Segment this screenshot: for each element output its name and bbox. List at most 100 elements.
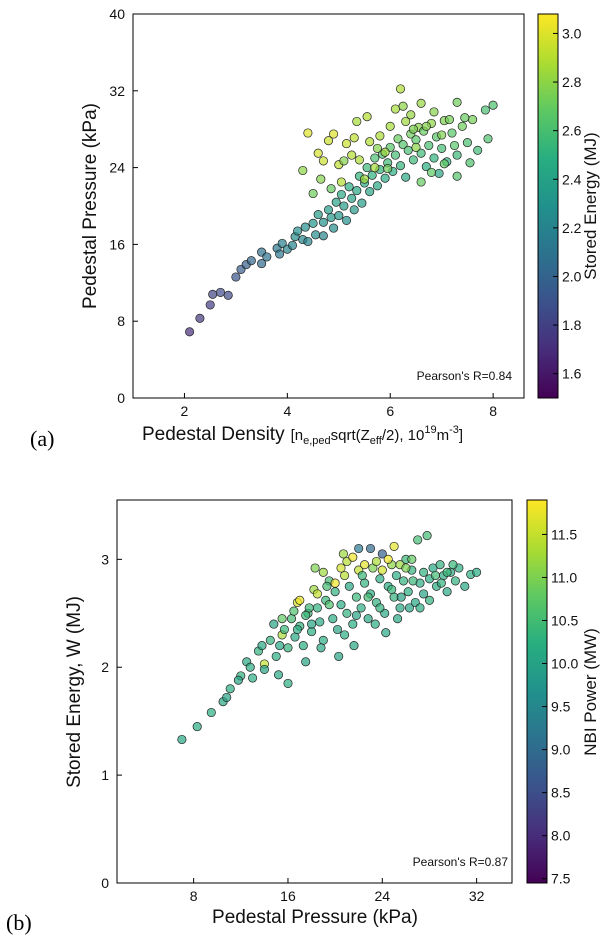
data-point [286, 614, 297, 624]
x-ticks-b: 8 16 24 32 [190, 878, 485, 904]
data-point [342, 608, 352, 618]
data-point [349, 133, 359, 143]
colorbar-a [537, 13, 559, 399]
colorbar-tick-label: 9.5 [551, 699, 571, 715]
data-point [357, 570, 367, 581]
data-point [367, 170, 377, 180]
data-point [393, 134, 403, 144]
y-ticks-b: 0 1 2 3 [101, 551, 122, 891]
data-point [326, 212, 336, 223]
x-tick-label: 4 [283, 403, 291, 419]
y-tick-label: 3 [101, 551, 109, 567]
x-axis-label-a: Pedestal Density [ne,pedsqrt(Zeff/2), 101… [142, 424, 463, 447]
x-tick-label: 8 [190, 888, 198, 904]
data-point [452, 171, 462, 181]
data-point [233, 675, 243, 685]
data-point [381, 628, 391, 638]
data-point [472, 567, 482, 577]
data-point [435, 560, 445, 570]
data-point [372, 143, 382, 153]
data-point [398, 576, 409, 586]
data-point [416, 98, 426, 108]
data-point [408, 155, 418, 165]
data-point [315, 617, 325, 627]
data-point [301, 657, 311, 667]
data-point [223, 290, 233, 300]
data-point [426, 167, 436, 177]
chart-b: 8 16 24 32 0 1 2 3 Pearson's R=0.87 Stored Ene… [6, 499, 600, 935]
y-tick-label: 2 [101, 659, 109, 675]
data-point [262, 252, 272, 262]
data-point [177, 734, 187, 745]
data-point [222, 692, 232, 702]
data-point [450, 576, 460, 586]
colorbar-b [526, 499, 548, 884]
data-point [396, 592, 406, 602]
data-point [287, 240, 298, 250]
data-point [437, 143, 447, 153]
data-point [192, 722, 202, 732]
colorbar-tick-label: 1.8 [562, 317, 582, 333]
data-point [393, 614, 403, 624]
data-point [468, 115, 478, 125]
data-point [413, 535, 423, 545]
data-point [300, 222, 310, 232]
data-point [372, 181, 382, 191]
data-point [349, 205, 359, 215]
y-tick-label: 1 [101, 767, 109, 783]
points-a [185, 84, 498, 337]
data-point [444, 115, 454, 125]
x-label-bracket-close: ] [459, 427, 463, 444]
data-point [389, 541, 399, 551]
data-point [289, 606, 299, 616]
data-point [375, 603, 385, 613]
data-point [359, 174, 370, 184]
y-tick-label: 8 [117, 313, 125, 329]
data-point [344, 182, 354, 192]
panel-label-a: (a) [30, 426, 54, 451]
y-axis-label-b: Stored Energy, W (MJ) [64, 596, 85, 788]
data-point [318, 567, 328, 577]
colorbar-tick-label: 11.5 [551, 526, 577, 542]
data-point [391, 570, 401, 581]
data-point [275, 641, 285, 651]
data-point [323, 136, 334, 146]
data-point [225, 684, 235, 694]
x-tick-label: 24 [375, 888, 391, 904]
data-point [434, 168, 444, 178]
data-point [352, 186, 362, 196]
colorbar-tick-label: 7.5 [551, 871, 571, 887]
data-point [371, 556, 381, 567]
data-point [340, 630, 350, 640]
data-point [322, 581, 332, 591]
data-point [424, 595, 435, 605]
data-point [316, 174, 326, 184]
x-label-sub1: e,ped [303, 435, 331, 447]
data-point [407, 554, 417, 564]
panel-label-b: (b) [6, 910, 32, 935]
data-point [370, 153, 380, 163]
data-point [257, 259, 267, 269]
data-point [334, 651, 344, 661]
data-point [257, 641, 267, 651]
data-point [298, 641, 308, 651]
data-point [352, 116, 362, 127]
data-point [439, 159, 449, 169]
data-point [341, 215, 352, 225]
pearson-annotation-b: Pearson's R=0.87 [413, 855, 509, 869]
data-point [283, 643, 293, 653]
data-point [377, 549, 387, 559]
data-point [380, 147, 390, 157]
data-point [398, 101, 408, 111]
data-point [362, 112, 372, 122]
pearson-annotation-a: Pearson's R=0.84 [417, 369, 513, 383]
y-tick-label: 32 [109, 83, 125, 99]
x-axis-label-b: Pedestal Pressure (kPa) [212, 907, 418, 928]
data-point [298, 165, 308, 176]
colorbar-tick-label: 8.5 [551, 785, 571, 801]
data-point [395, 603, 405, 613]
data-point [363, 614, 373, 624]
colorbar-tick-label: 9.0 [551, 742, 571, 758]
data-point [480, 105, 490, 115]
